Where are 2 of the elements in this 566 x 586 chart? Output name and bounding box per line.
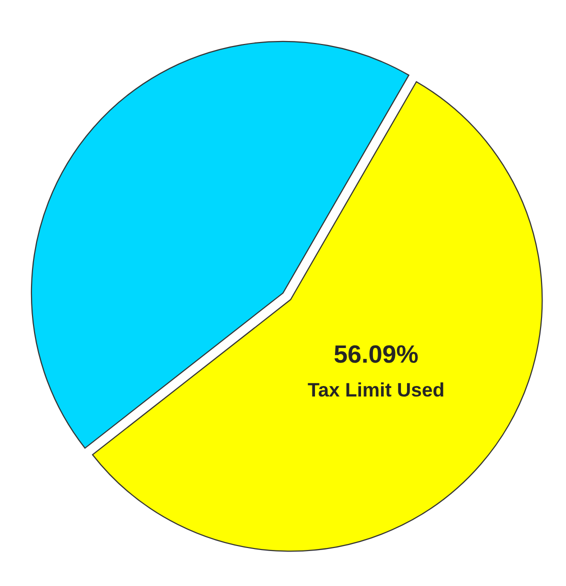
slice-label: Tax Limit Used [308,382,444,397]
data-label: 56.09% [334,345,418,363]
